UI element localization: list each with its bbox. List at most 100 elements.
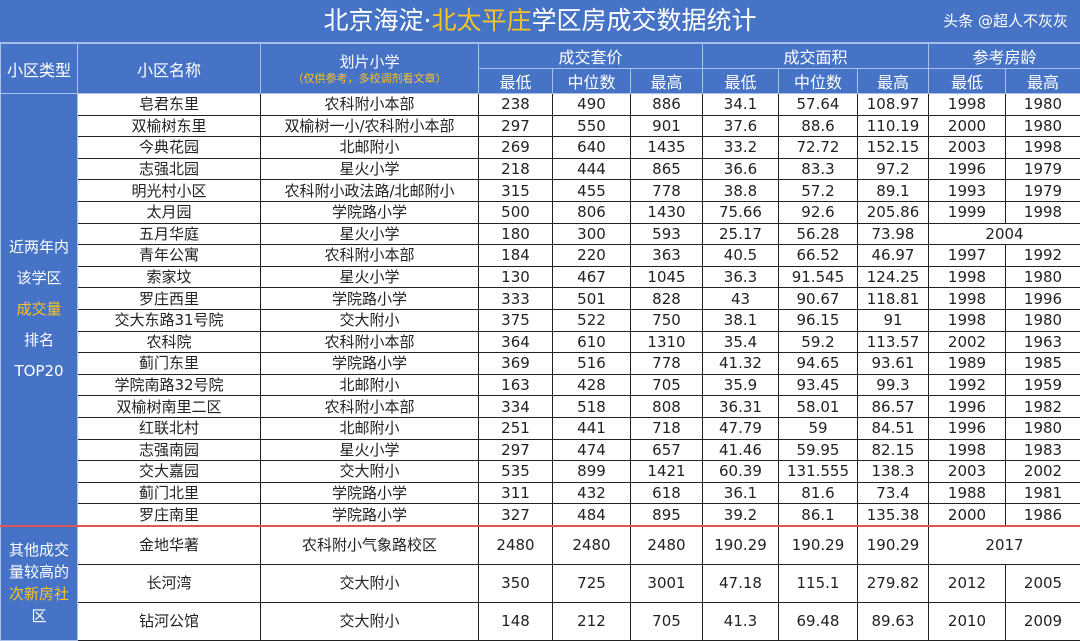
community-name: 钻河公馆 <box>78 602 261 640</box>
price-median: 432 <box>553 482 631 504</box>
price-median: 522 <box>553 309 631 331</box>
age-max: 2009 <box>1006 602 1080 640</box>
price-max: 901 <box>631 115 703 137</box>
community-name: 长河湾 <box>78 564 261 602</box>
price-median: 899 <box>553 461 631 483</box>
price-max: 808 <box>631 396 703 418</box>
school-name: 农科附小本部 <box>261 94 479 116</box>
header-school-label: 划片小学 <box>261 52 478 72</box>
age-max: 1980 <box>1006 309 1080 331</box>
price-min: 311 <box>479 482 553 504</box>
area-median: 94.65 <box>779 353 858 375</box>
school-name: 学院路小学 <box>261 201 479 223</box>
area-median: 57.64 <box>779 94 858 116</box>
header-age: 参考房龄 <box>929 44 1080 69</box>
area-max: 190.29 <box>858 526 929 565</box>
price-max: 1310 <box>631 331 703 353</box>
school-name: 农科附小本部 <box>261 245 479 267</box>
area-max: 73.98 <box>858 223 929 245</box>
area-max: 113.57 <box>858 331 929 353</box>
type-label-line: 次新房社 <box>1 584 77 604</box>
school-name: 北邮附小 <box>261 137 479 159</box>
title-part2: 学区房成交数据统计 <box>531 6 756 35</box>
price-median: 610 <box>553 331 631 353</box>
school-name: 交大附小 <box>261 564 479 602</box>
price-max: 1435 <box>631 137 703 159</box>
area-max: 91 <box>858 309 929 331</box>
area-max: 118.81 <box>858 288 929 310</box>
school-name: 星火小学 <box>261 158 479 180</box>
community-name: 双榆树南里二区 <box>78 396 261 418</box>
price-max: 1430 <box>631 201 703 223</box>
price-median: 806 <box>553 201 631 223</box>
price-min: 148 <box>479 602 553 640</box>
price-min: 315 <box>479 180 553 202</box>
area-min: 37.6 <box>703 115 779 137</box>
header-school-note: （仅供参考，多校调剂看文章） <box>261 72 478 85</box>
price-median: 516 <box>553 353 631 375</box>
school-name: 学院路小学 <box>261 482 479 504</box>
area-max: 73.4 <box>858 482 929 504</box>
age-max: 1983 <box>1006 439 1080 461</box>
header-price-max: 最高 <box>631 69 703 94</box>
age-max: 1981 <box>1006 482 1080 504</box>
area-median: 66.52 <box>779 245 858 267</box>
price-min: 500 <box>479 201 553 223</box>
community-name: 学院南路32号院 <box>78 374 261 396</box>
age-max: 1998 <box>1006 137 1080 159</box>
area-max: 138.3 <box>858 461 929 483</box>
price-median: 212 <box>553 602 631 640</box>
school-name: 北邮附小 <box>261 417 479 439</box>
area-min: 43 <box>703 288 779 310</box>
price-min: 251 <box>479 417 553 439</box>
area-min: 35.4 <box>703 331 779 353</box>
age-max: 2002 <box>1006 461 1080 483</box>
area-median: 115.1 <box>779 564 858 602</box>
price-max: 886 <box>631 94 703 116</box>
price-min: 369 <box>479 353 553 375</box>
school-name: 农科附小气象路校区 <box>261 526 479 565</box>
community-name: 交大嘉园 <box>78 461 261 483</box>
age-min: 1998 <box>929 94 1006 116</box>
age-min: 1992 <box>929 374 1006 396</box>
type-label-line: TOP20 <box>1 361 77 381</box>
header-school: 划片小学 （仅供参考，多校调剂看文章） <box>261 44 479 94</box>
community-name: 太月园 <box>78 201 261 223</box>
area-max: 86.57 <box>858 396 929 418</box>
area-median: 59.95 <box>779 439 858 461</box>
area-max: 99.3 <box>858 374 929 396</box>
age-min: 1998 <box>929 309 1006 331</box>
age-min: 2003 <box>929 461 1006 483</box>
area-median: 56.28 <box>779 223 858 245</box>
community-name: 金地华著 <box>78 526 261 565</box>
price-min: 327 <box>479 504 553 526</box>
area-median: 90.67 <box>779 288 858 310</box>
type-label-line: 成交量 <box>1 299 77 319</box>
type-label-line: 区 <box>1 606 77 626</box>
header-type: 小区类型 <box>1 44 78 94</box>
price-median: 474 <box>553 439 631 461</box>
community-name: 罗庄南里 <box>78 504 261 526</box>
area-median: 86.1 <box>779 504 858 526</box>
area-median: 131.555 <box>779 461 858 483</box>
age-min: 1996 <box>929 396 1006 418</box>
area-min: 190.29 <box>703 526 779 565</box>
area-max: 46.97 <box>858 245 929 267</box>
price-max: 778 <box>631 180 703 202</box>
age-max: 1996 <box>1006 288 1080 310</box>
price-median: 467 <box>553 266 631 288</box>
age-merged: 2017 <box>929 526 1080 565</box>
age-max: 1980 <box>1006 417 1080 439</box>
area-median: 59 <box>779 417 858 439</box>
age-min: 2003 <box>929 137 1006 159</box>
age-min: 2002 <box>929 331 1006 353</box>
header-age-min: 最低 <box>929 69 1006 94</box>
area-max: 279.82 <box>858 564 929 602</box>
